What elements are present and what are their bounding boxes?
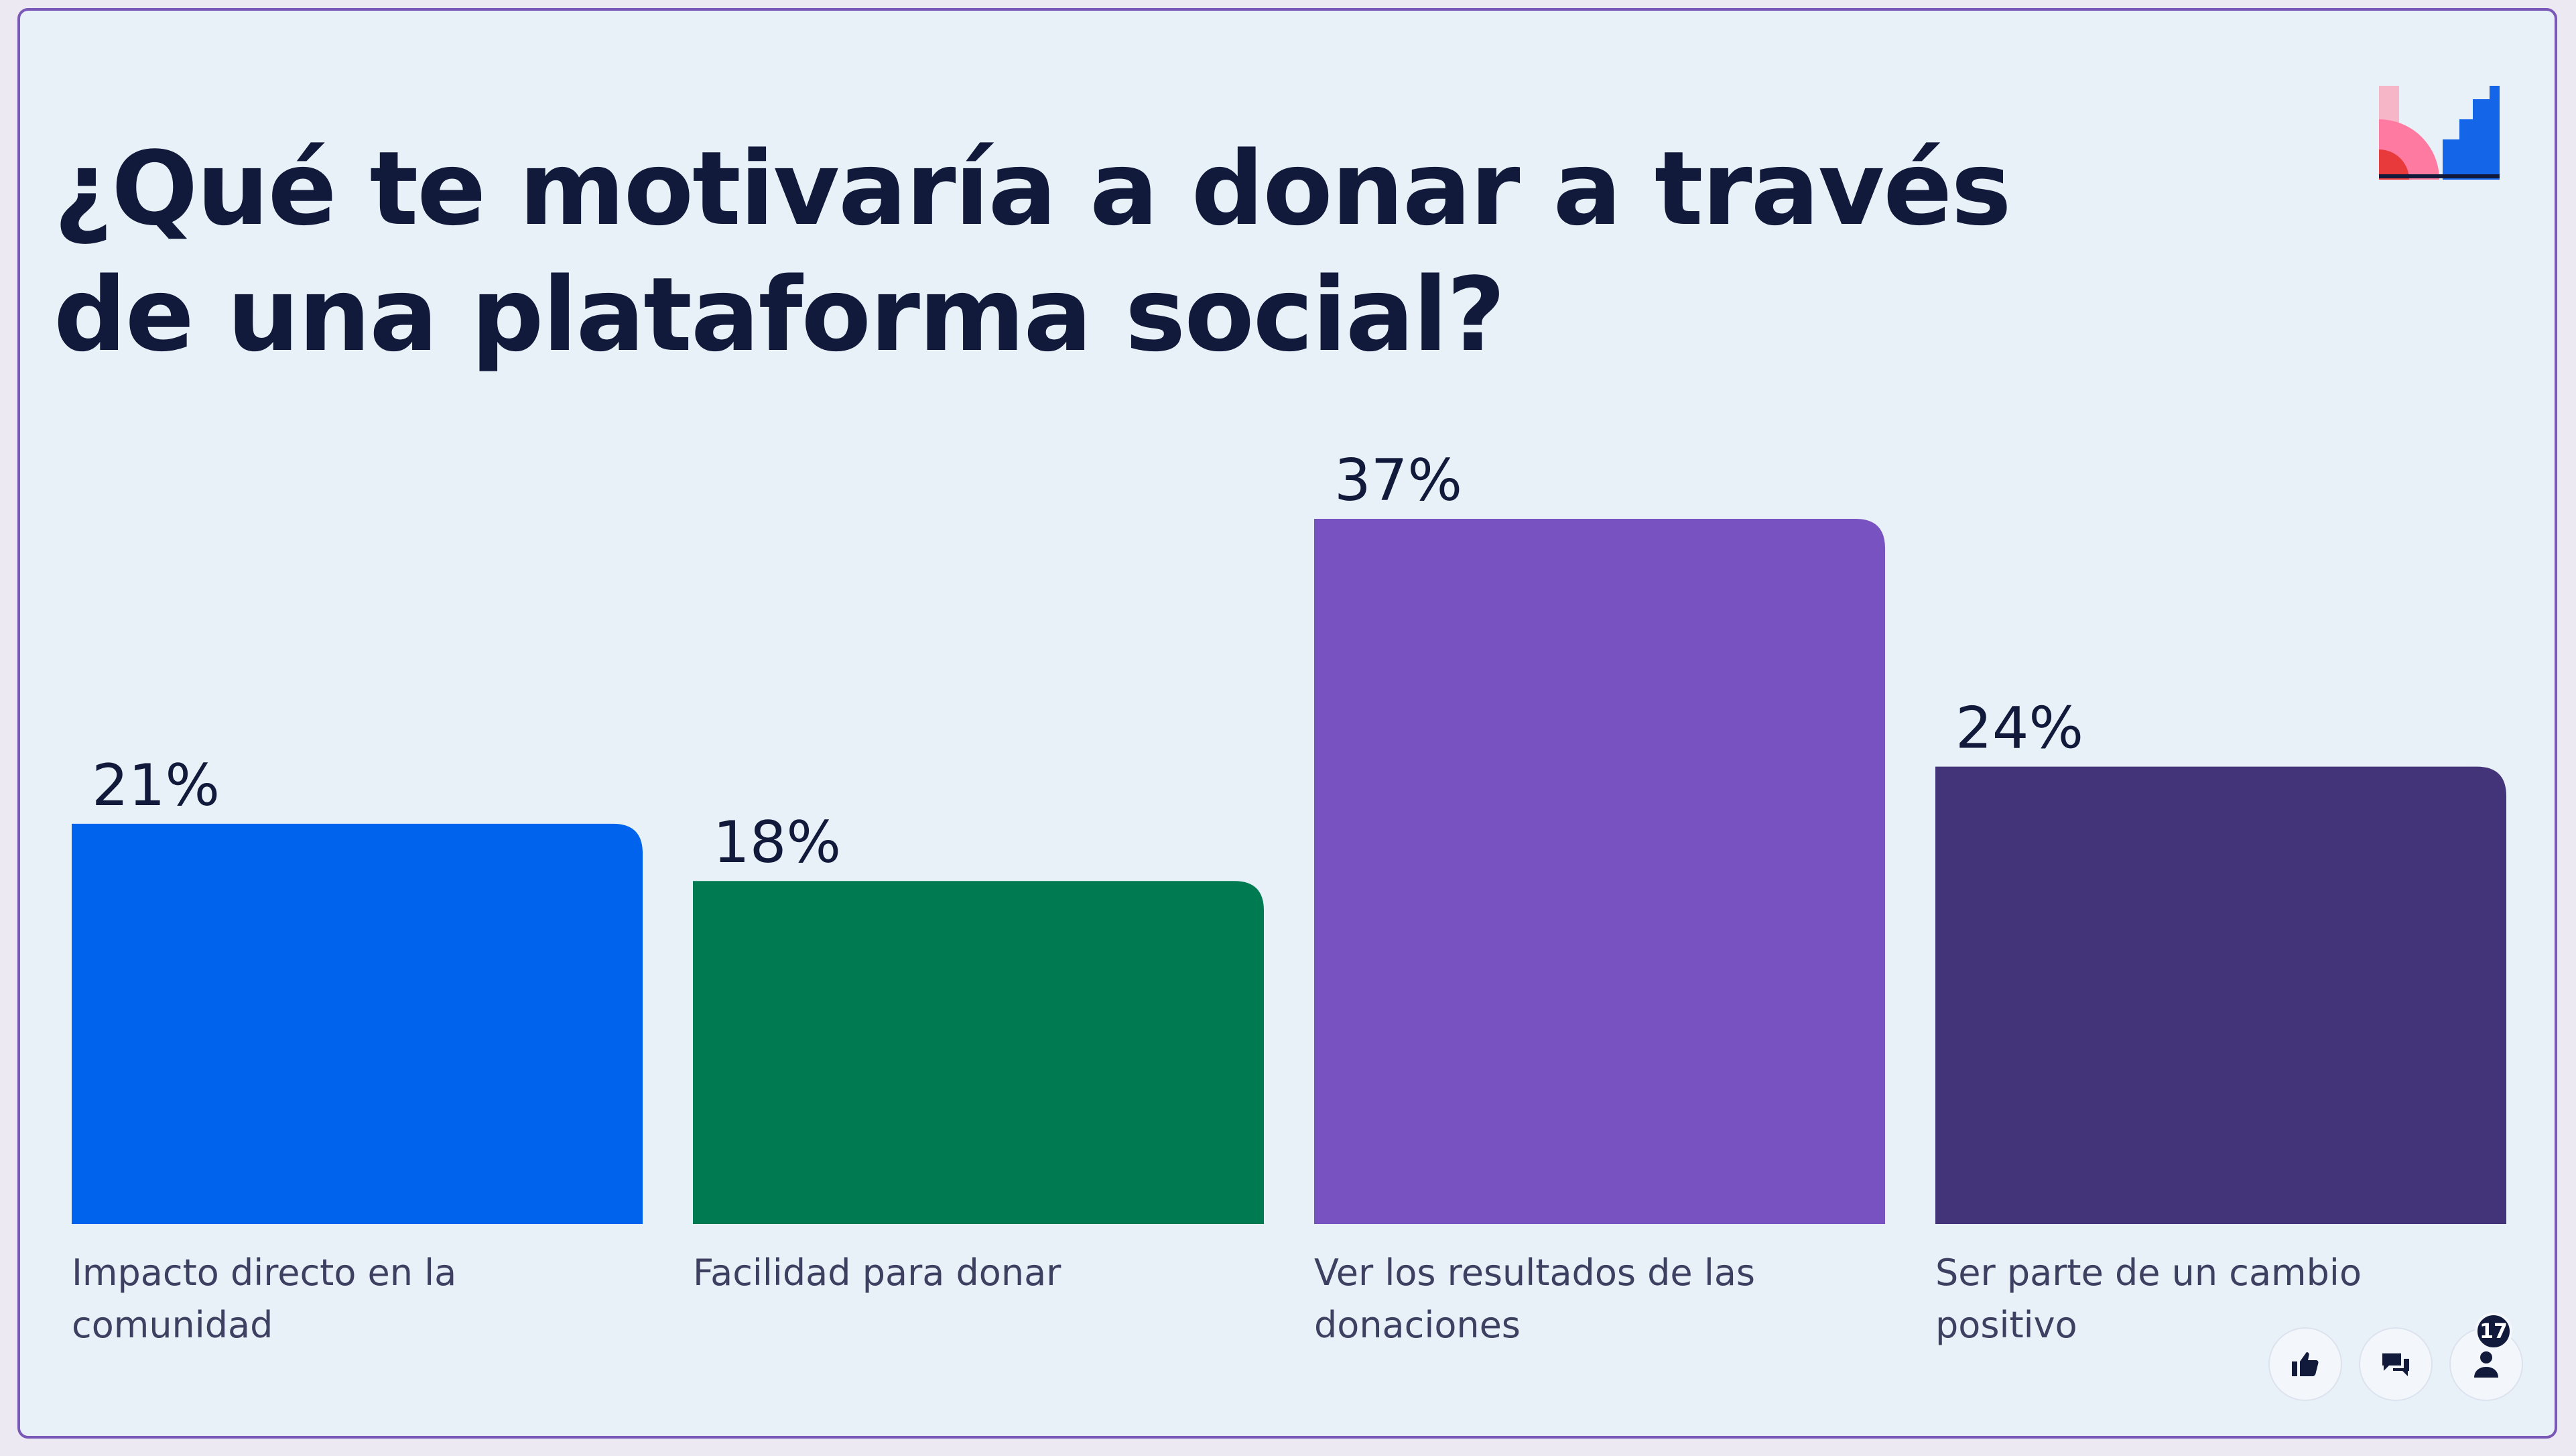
- value-label: 18%: [713, 809, 841, 876]
- participant-count-badge: 17: [2475, 1313, 2512, 1350]
- brand-logo-icon: [2379, 86, 2500, 180]
- question-title: ¿Qué te motivaría a donar a través de un…: [54, 129, 2012, 374]
- value-label: 24%: [1955, 695, 2083, 762]
- bar: [693, 881, 1264, 1224]
- value-label: 21%: [92, 752, 220, 819]
- category-label: Impacto directo en la comunidad: [72, 1252, 457, 1346]
- category-label: Ver los resultados de las donaciones: [1314, 1252, 1756, 1346]
- bar: [72, 823, 643, 1224]
- category-label: Ser parte de un cambio positivo: [1935, 1252, 2362, 1346]
- value-label: 37%: [1334, 447, 1462, 514]
- category-label: Facilidad para donar: [693, 1252, 1061, 1294]
- bar: [1314, 519, 1885, 1224]
- person-icon: [2474, 1351, 2498, 1378]
- chat-icon: [2382, 1353, 2409, 1376]
- thumbs-up-icon: [2292, 1352, 2319, 1376]
- bar: [1935, 766, 2506, 1224]
- comments-button[interactable]: [2359, 1327, 2433, 1401]
- like-button[interactable]: [2268, 1327, 2342, 1401]
